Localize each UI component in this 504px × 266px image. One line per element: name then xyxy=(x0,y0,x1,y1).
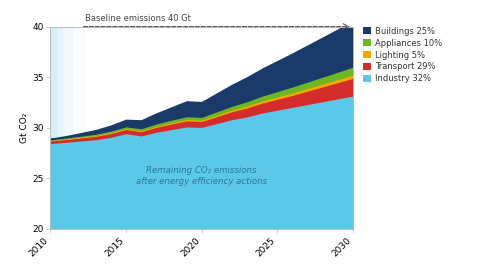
Bar xyxy=(50,27,84,229)
Text: Baseline emissions 40 Gt: Baseline emissions 40 Gt xyxy=(85,14,191,23)
Text: Remaining CO₂ emissions
after energy efficiency actions: Remaining CO₂ emissions after energy eff… xyxy=(136,167,267,186)
Bar xyxy=(50,27,56,229)
Legend: Buildings 25%, Appliances 10%, Lighting 5%, Transport 29%, Industry 32%: Buildings 25%, Appliances 10%, Lighting … xyxy=(363,27,442,83)
Y-axis label: Gt CO₂: Gt CO₂ xyxy=(20,113,29,143)
Bar xyxy=(50,27,62,229)
Bar xyxy=(50,27,72,229)
